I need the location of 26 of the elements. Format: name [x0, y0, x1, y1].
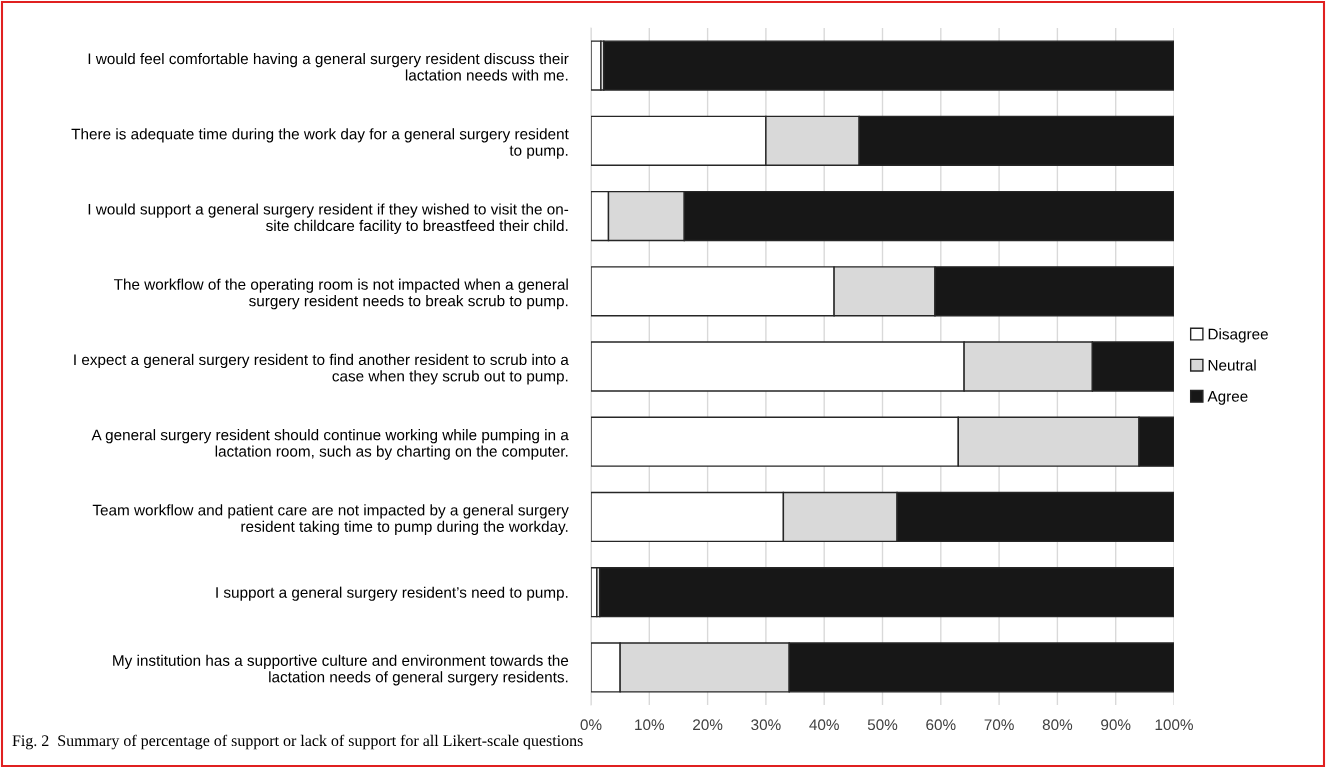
x-tick-label: 80%	[1042, 719, 1073, 731]
bar	[599, 567, 1174, 618]
x-tick-label: 40%	[809, 719, 839, 731]
x-tick-label: 70%	[984, 719, 1014, 731]
bar	[603, 40, 1174, 91]
y-tick-label: Team workflow and patient care are not impacted by a general surgery resident taking time to pump during the workday.	[92, 504, 569, 535]
y-tick-label: I would support a general surgery resident if they wished to visit the on- site childcare facility to breastfeed their child.	[88, 203, 569, 235]
y-tick-label: I would feel comfortable having a general surgery resident discuss their lactation needs with me.	[88, 52, 569, 81]
x-tick-label: 50%	[867, 719, 898, 731]
caption: Fig. 2 Summary of percentage of support or lack of support for all Likert-scale questions	[12, 734, 583, 750]
y-tick-label: The workflow of the operating room is not impacted when a general surgery resident needs to break scrub to pump.	[113, 278, 568, 310]
x-tick-label: 90%	[1101, 719, 1131, 731]
legend-label: Agree	[1207, 391, 1248, 405]
y-tick-label: There is adequate time during the work day for a general surgery resident to pump.	[71, 128, 569, 159]
legend-label: Neutral	[1208, 359, 1256, 371]
legend-label: Disagree	[1208, 328, 1268, 343]
y-tick-label: My institution has a supportive culture and environment towards the lactation needs of general surgery residents.	[113, 654, 569, 686]
x-tick-label: 0%	[580, 719, 602, 731]
x-tick-label: 10%	[635, 719, 665, 731]
y-tick-label: I support a general surgery resident’s need to pump.	[216, 586, 568, 601]
x-tick-label: 20%	[693, 719, 723, 731]
x-tick-label: 60%	[926, 719, 956, 731]
y-tick-label: A general surgery resident should continue working while pumping in a lactation room, such as by charting on the computer.	[91, 429, 569, 460]
x-tick-label: 30%	[751, 719, 781, 731]
y-tick-label: I expect a general surgery resident to find another resident to scrub into a case when they scrub out to pump.	[74, 353, 569, 385]
x-tick-label: 100%	[1155, 719, 1193, 731]
